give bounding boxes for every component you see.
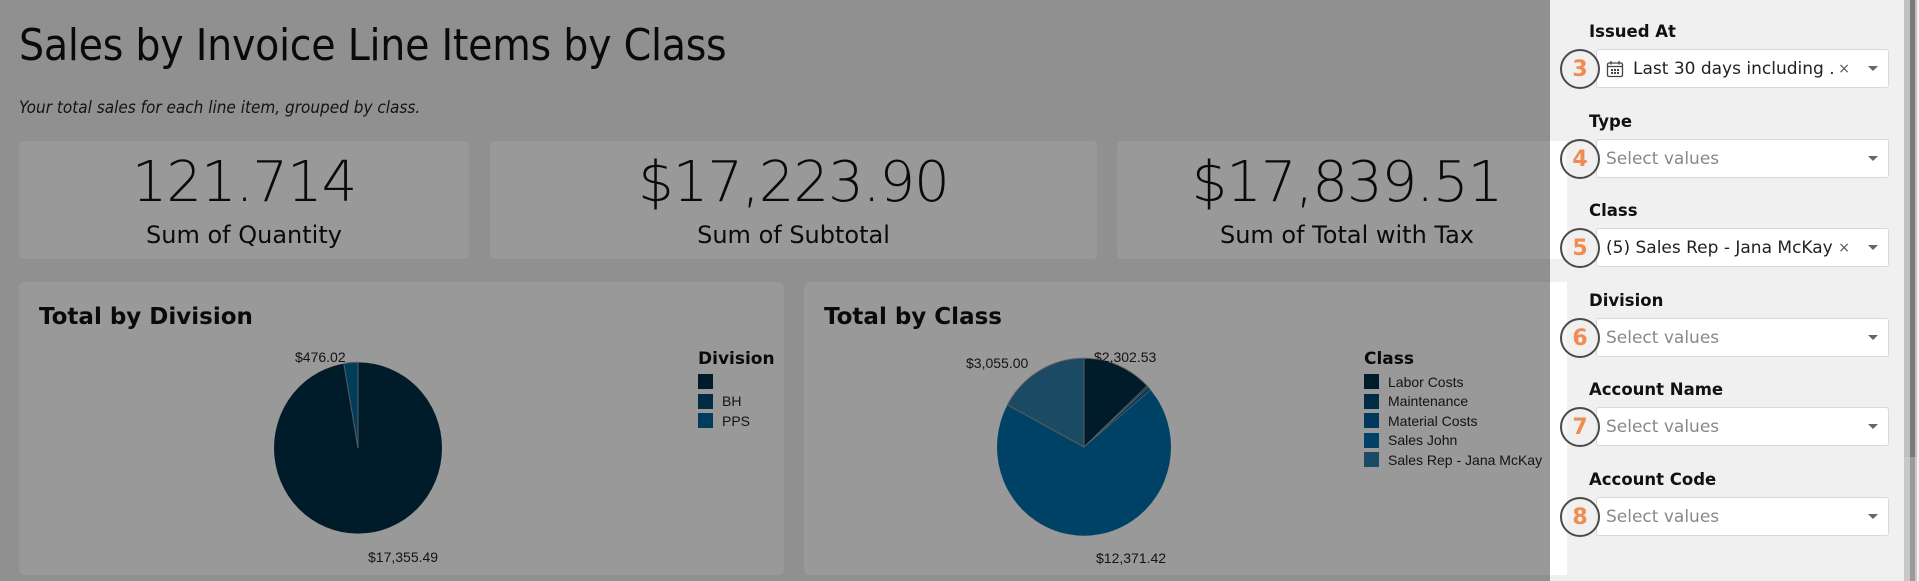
legend-item[interactable]: Sales Rep - Jana McKay (1364, 450, 1542, 470)
legend-item[interactable]: BH (698, 392, 775, 412)
pie-slice-pps[interactable] (343, 361, 359, 449)
kpi-value: $17,839.51 (1191, 150, 1504, 215)
filter-label: Account Name (1589, 380, 1724, 399)
chart-card-division: Total by Division $476.02 $17,355.49 Div… (19, 282, 784, 575)
legend-item[interactable]: Sales John (1364, 431, 1542, 451)
filter-label: Account Code (1589, 470, 1717, 489)
calendar-icon (1606, 60, 1624, 77)
chevron-down-icon[interactable] (1868, 245, 1878, 250)
chevron-down-icon[interactable] (1868, 424, 1878, 429)
legend-item[interactable]: Labor Costs (1364, 372, 1542, 392)
select-placeholder: Select values (1606, 416, 1720, 437)
kpi-card-total-with-tax: $17,839.51 Sum of Total with Tax (1117, 141, 1577, 259)
filter-label: Division (1589, 291, 1664, 310)
select-placeholder: Select values (1606, 148, 1720, 169)
scrollbar[interactable] (1904, 0, 1917, 581)
kpi-label: Sum of Subtotal (697, 221, 890, 249)
filter-panel: Issued At 3 Last 30 days including ... ×… (1550, 0, 1919, 581)
select-placeholder: Select values (1606, 506, 1720, 527)
clear-icon[interactable]: × (1838, 60, 1850, 77)
kpi-card-subtotal: $17,223.90 Sum of Subtotal (490, 141, 1097, 259)
kpi-label: Sum of Total with Tax (1219, 221, 1475, 249)
legend-swatch (1364, 452, 1379, 468)
page-subtitle: Your total sales for each line item, gro… (19, 98, 421, 118)
legend-title: Class (1364, 349, 1415, 369)
select-value: Last 30 days including ... (1633, 58, 1835, 79)
legend-swatch (698, 393, 713, 409)
underlying-chart-card-edge (1550, 282, 1567, 575)
step-badge: 7 (1560, 407, 1600, 447)
chart-title: Total by Class (824, 304, 1002, 330)
step-badge: 5 (1560, 228, 1600, 268)
chevron-down-icon[interactable] (1868, 335, 1878, 340)
legend-swatch (698, 374, 713, 390)
filter-list: Issued At 3 Last 30 days including ... ×… (1560, 0, 1904, 581)
filter-label: Class (1589, 201, 1638, 220)
issued-at-select[interactable]: Last 30 days including ... × (1596, 49, 1889, 88)
pie-slice-jana-mckay[interactable] (1006, 357, 1085, 448)
legend-division: Division BH PPS (698, 349, 775, 431)
chart-title: Total by Division (39, 304, 253, 330)
kpi-label: Sum of Quantity (146, 221, 342, 249)
legend-swatch (1364, 374, 1379, 390)
step-badge: 6 (1560, 318, 1600, 358)
legend-item[interactable]: Maintenance (1364, 392, 1542, 412)
account-name-select[interactable]: Select values (1596, 407, 1889, 446)
legend-swatch (1364, 432, 1379, 448)
modal-overlay[interactable] (0, 0, 1550, 581)
pie-chart-class[interactable]: $2,302.53 $3,055.00 $12,371.42 (804, 282, 1584, 575)
legend-swatch (1364, 393, 1379, 409)
chevron-down-icon[interactable] (1868, 156, 1878, 161)
slice-label-labor-costs: $2,302.53 (1094, 349, 1156, 365)
slice-label-jana: $3,055.00 (966, 355, 1028, 371)
clear-icon[interactable]: × (1838, 239, 1850, 256)
pie-chart-division[interactable]: $476.02 $17,355.49 (19, 282, 784, 575)
chart-card-class: Total by Class $2,302.53 $3,055.00 $12,3… (804, 282, 1584, 575)
pie-slice-labor-costs[interactable] (1083, 357, 1148, 449)
page-title: Sales by Invoice Line Items by Class (19, 20, 727, 71)
step-badge: 8 (1560, 497, 1600, 537)
select-placeholder: Select values (1606, 327, 1720, 348)
slice-label-blank: $17,355.49 (368, 549, 438, 565)
step-badge: 3 (1560, 49, 1600, 89)
legend-class: Class Labor Costs Maintenance Material C… (1364, 349, 1542, 470)
account-code-select[interactable]: Select values (1596, 497, 1889, 536)
kpi-card-quantity: 121.714 Sum of Quantity (19, 141, 469, 259)
kpi-value: $17,223.90 (638, 150, 950, 215)
legend-title: Division (698, 349, 775, 369)
kpi-value: 121.714 (131, 150, 358, 215)
slice-label-pps: $476.02 (295, 349, 346, 365)
legend-item[interactable]: PPS (698, 411, 775, 431)
pie-slice-material-costs[interactable] (1083, 386, 1152, 448)
legend-swatch (698, 413, 713, 429)
legend-item[interactable] (698, 372, 775, 392)
slice-label-sales-john: $12,371.42 (1096, 550, 1166, 566)
scrollbar-thumb[interactable] (1904, 0, 1917, 457)
select-value: (5) Sales Rep - Jana McKay,... (1606, 237, 1835, 258)
chevron-down-icon[interactable] (1868, 514, 1878, 519)
filter-label: Issued At (1589, 22, 1676, 41)
chevron-down-icon[interactable] (1868, 66, 1878, 71)
class-select[interactable]: (5) Sales Rep - Jana McKay,... × (1596, 228, 1889, 267)
step-badge: 4 (1560, 139, 1600, 179)
legend-swatch (1364, 413, 1379, 429)
filter-label: Type (1589, 112, 1633, 131)
legend-item[interactable]: Material Costs (1364, 411, 1542, 431)
type-select[interactable]: Select values (1596, 139, 1889, 178)
division-select[interactable]: Select values (1596, 318, 1889, 357)
